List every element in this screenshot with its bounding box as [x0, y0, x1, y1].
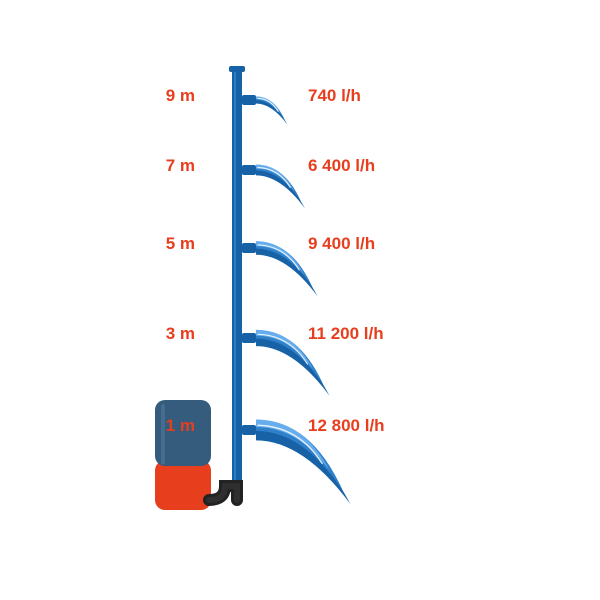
- pump-body-lower: [155, 461, 211, 511]
- height-label: 9 m: [166, 86, 195, 105]
- outlet-stub: [242, 425, 256, 435]
- outlet-stub: [242, 165, 256, 175]
- pipe-cap: [229, 66, 245, 72]
- outlet-stub: [242, 333, 256, 343]
- flow-label: 740 l/h: [308, 86, 361, 105]
- outlet-stub: [242, 243, 256, 253]
- flow-label: 6 400 l/h: [308, 156, 375, 175]
- flow-label: 9 400 l/h: [308, 234, 375, 253]
- pump-flow-diagram: 9 m 740 l/h 7 m 6 400 l/h 5 m 9 400 l/h 3 m 11 …: [0, 0, 600, 600]
- vertical-pipe: [232, 70, 242, 500]
- flow-label: 11 200 l/h: [308, 324, 384, 343]
- height-label: 3 m: [166, 324, 195, 343]
- flow-label: 12 800 l/h: [308, 416, 385, 435]
- height-label: 1 m: [166, 416, 195, 435]
- height-label: 7 m: [166, 156, 195, 175]
- height-label: 5 m: [166, 234, 195, 253]
- outlet-stub: [242, 95, 256, 105]
